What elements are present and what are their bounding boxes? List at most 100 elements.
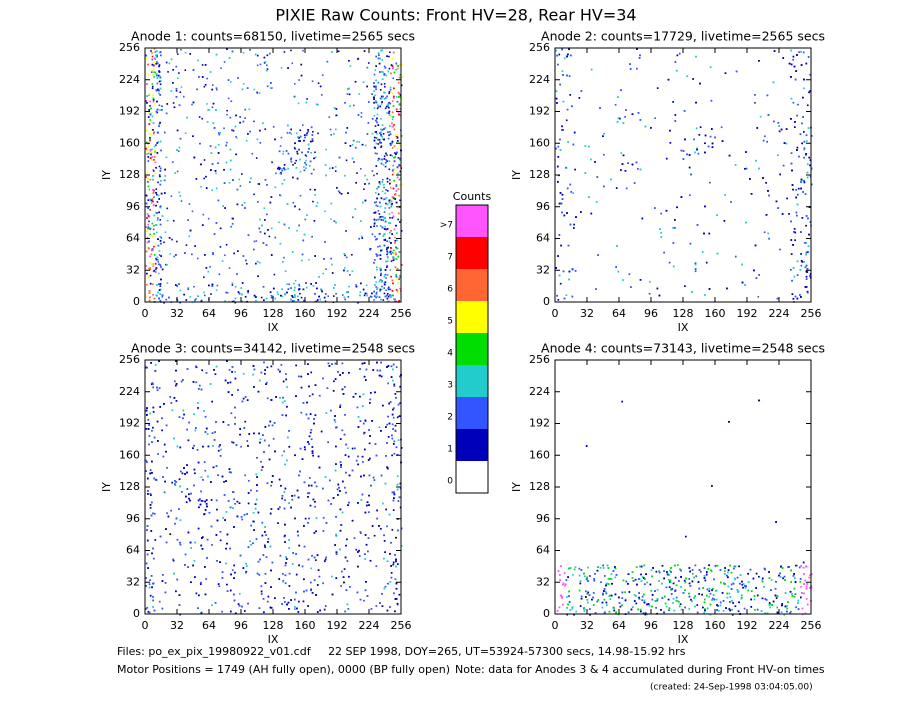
count-pixel: [795, 188, 797, 191]
count-pixel: [281, 295, 284, 298]
count-pixel: [299, 135, 302, 138]
count-pixel: [157, 88, 159, 91]
count-pixel: [294, 279, 297, 282]
count-pixel: [316, 103, 319, 106]
count-pixel: [395, 134, 398, 137]
count-pixel: [759, 115, 762, 118]
count-pixel: [255, 157, 258, 159]
count-pixel: [281, 182, 284, 185]
count-pixel: [210, 293, 212, 295]
count-pixel: [377, 106, 379, 108]
count-pixel: [376, 187, 378, 190]
count-pixel: [395, 258, 398, 260]
count-pixel: [220, 67, 222, 70]
count-pixel: [382, 235, 385, 238]
count-pixel: [387, 252, 389, 254]
count-pixel: [147, 145, 150, 148]
count-pixel: [398, 95, 400, 98]
count-pixel: [296, 152, 299, 155]
count-pixel: [376, 197, 378, 200]
count-pixel: [201, 117, 204, 120]
count-pixel: [791, 279, 793, 282]
count-pixel: [348, 87, 350, 90]
count-pixel: [349, 65, 352, 67]
count-pixel: [373, 201, 376, 204]
count-pixel: [398, 178, 401, 181]
count-pixel: [266, 54, 269, 57]
count-pixel: [798, 155, 800, 158]
count-pixel: [393, 124, 395, 126]
count-pixel: [360, 115, 363, 118]
count-pixel: [386, 111, 388, 114]
count-pixel: [730, 201, 732, 203]
count-pixel: [161, 294, 164, 297]
count-pixel: [386, 103, 389, 106]
count-pixel: [380, 197, 383, 200]
count-pixel: [392, 187, 395, 190]
count-pixel: [656, 287, 659, 290]
count-pixel: [375, 101, 378, 104]
count-pixel: [293, 300, 295, 302]
count-pixel: [720, 126, 723, 129]
count-pixel: [388, 67, 391, 70]
count-pixel: [156, 108, 159, 111]
count-pixel: [360, 235, 363, 238]
count-pixel: [704, 205, 706, 208]
count-pixel: [152, 235, 154, 238]
count-pixel: [150, 71, 153, 74]
count-pixel: [153, 159, 155, 161]
count-pixel: [373, 262, 375, 264]
count-pixel: [159, 83, 162, 86]
count-pixel: [335, 114, 338, 117]
count-pixel: [279, 172, 282, 175]
count-pixel: [145, 265, 147, 267]
count-pixel: [393, 160, 396, 163]
count-pixel: [625, 109, 627, 111]
count-pixel: [295, 159, 297, 162]
count-pixel: [318, 276, 320, 278]
x-tick-label: 128: [263, 307, 284, 320]
count-pixel: [147, 199, 150, 201]
count-pixel: [723, 220, 726, 222]
count-pixel: [245, 259, 247, 262]
count-pixel: [146, 213, 149, 215]
count-pixel: [159, 94, 162, 96]
count-pixel: [386, 260, 389, 263]
count-pixel: [155, 166, 157, 169]
count-pixel: [203, 291, 205, 294]
count-pixel: [177, 150, 180, 152]
count-pixel: [391, 169, 394, 172]
count-pixel: [399, 63, 401, 66]
count-pixel: [387, 104, 390, 107]
count-pixel: [572, 192, 575, 195]
count-pixel: [383, 97, 386, 100]
count-pixel: [386, 266, 388, 269]
count-pixel: [340, 192, 343, 195]
count-pixel: [152, 294, 154, 296]
count-pixel: [173, 106, 176, 109]
count-pixel: [230, 159, 232, 162]
count-pixel: [292, 176, 294, 179]
count-pixel: [150, 48, 153, 51]
count-pixel: [158, 123, 161, 125]
count-pixel: [316, 299, 319, 301]
count-pixel: [386, 292, 389, 295]
count-pixel: [152, 265, 155, 267]
count-pixel: [783, 142, 786, 144]
count-pixel: [805, 242, 807, 244]
count-pixel: [371, 170, 374, 172]
count-pixel: [205, 267, 208, 269]
count-pixel: [636, 48, 638, 50]
count-pixel: [376, 117, 378, 120]
count-pixel: [389, 251, 391, 254]
count-pixel: [185, 299, 188, 301]
count-pixel: [261, 224, 263, 227]
count-pixel: [283, 256, 285, 259]
count-pixel: [795, 70, 797, 72]
count-pixel: [145, 194, 148, 197]
count-pixel: [754, 101, 756, 104]
count-pixel: [566, 187, 569, 190]
count-pixel: [754, 94, 756, 96]
count-pixel: [395, 185, 398, 187]
count-pixel: [808, 233, 810, 236]
